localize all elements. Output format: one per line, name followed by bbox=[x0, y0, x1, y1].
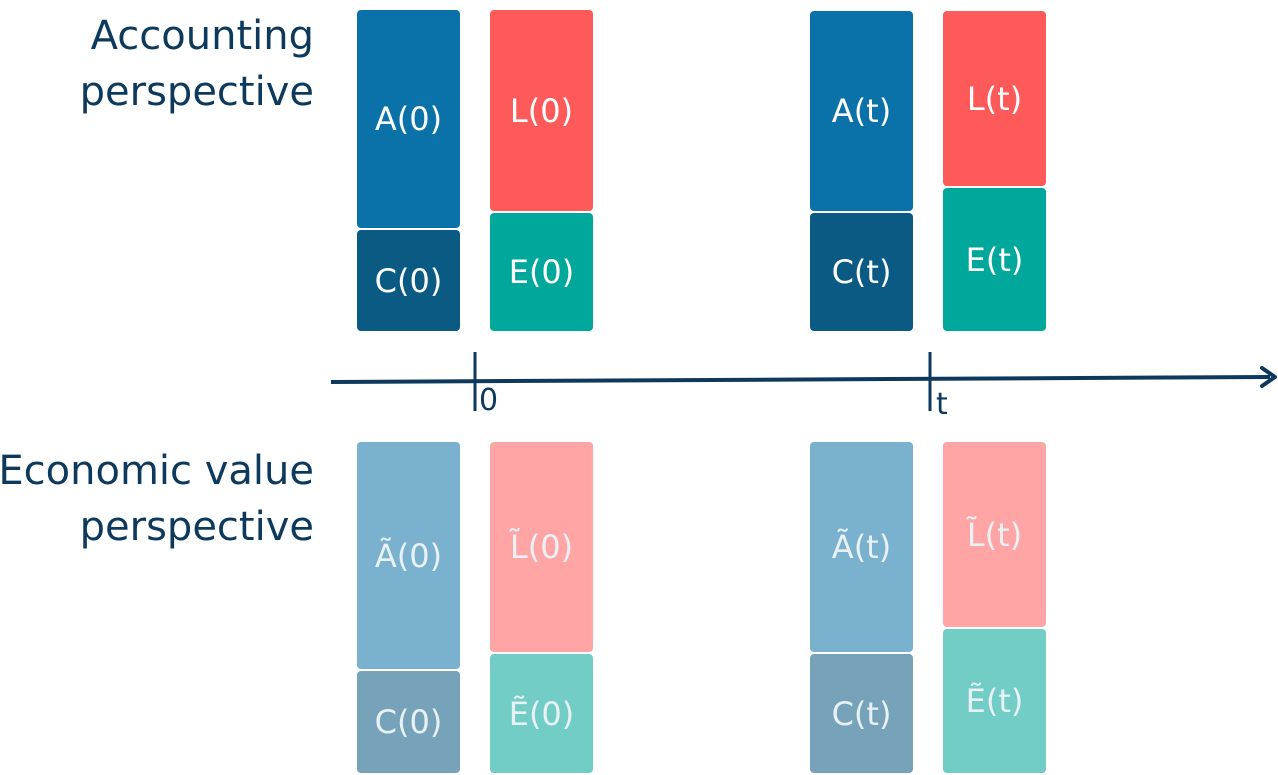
tick-label-0: 0 bbox=[479, 383, 499, 418]
economic-liabilities-time-t: L̃(t) bbox=[943, 442, 1046, 627]
timeline-arrowhead-icon bbox=[1260, 366, 1277, 388]
accounting-cash-time-t: C(t) bbox=[810, 213, 913, 331]
accounting-assets-time-0: A(0) bbox=[357, 10, 460, 228]
accounting-perspective-label: Accounting perspective bbox=[80, 8, 314, 120]
accounting-label-line1: Accounting bbox=[90, 13, 314, 59]
accounting-equity-time-0: E(0) bbox=[490, 213, 593, 331]
economic-assets-time-t: Ã(t) bbox=[810, 442, 913, 652]
economic-perspective-label: Economic value perspective bbox=[0, 443, 314, 555]
economic-cash-time-t: C(t) bbox=[810, 654, 913, 773]
economic-equity-time-0: Ẽ(0) bbox=[490, 654, 593, 773]
tick-label-t: t bbox=[936, 387, 948, 422]
accounting-liabilities-time-t: L(t) bbox=[943, 11, 1046, 186]
timeline-line bbox=[330, 375, 1271, 384]
economic-equity-time-t: Ẽ(t) bbox=[943, 629, 1046, 773]
economic-label-line1: Economic value bbox=[0, 448, 314, 494]
accounting-liabilities-time-0: L(0) bbox=[490, 10, 593, 211]
economic-liabilities-time-0: L̃(0) bbox=[490, 442, 593, 652]
accounting-equity-time-t: E(t) bbox=[943, 188, 1046, 331]
economic-label-line2: perspective bbox=[79, 504, 314, 550]
accounting-cash-time-0: C(0) bbox=[357, 230, 460, 331]
accounting-assets-time-t: A(t) bbox=[810, 11, 913, 211]
economic-assets-time-0: Ã(0) bbox=[357, 442, 460, 669]
economic-cash-time-0: C(0) bbox=[357, 671, 460, 773]
accounting-label-line2: perspective bbox=[79, 69, 314, 115]
